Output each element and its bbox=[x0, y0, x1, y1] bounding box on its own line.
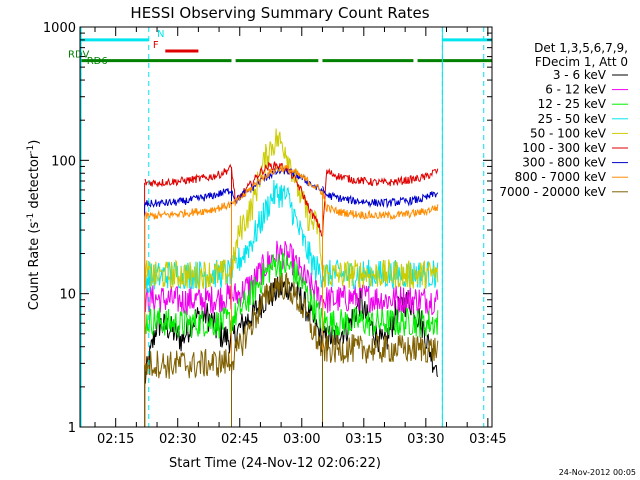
legend-label: 100 - 300 keV bbox=[522, 141, 606, 155]
series-line bbox=[144, 348, 232, 379]
x-tick-label: 03:00 bbox=[283, 432, 320, 447]
x-tick-label: 02:30 bbox=[159, 432, 196, 447]
series-line bbox=[231, 276, 323, 353]
y-tick-label: 10 bbox=[59, 288, 76, 303]
y-axis-label-exp2: -1 bbox=[26, 145, 36, 154]
series-line bbox=[231, 252, 323, 331]
series-line bbox=[231, 161, 323, 237]
x-tick-label: 03:15 bbox=[345, 432, 382, 447]
legend-label: 6 - 12 keV bbox=[545, 83, 607, 97]
series-line bbox=[231, 164, 323, 207]
chart-title: HESSI Observing Summary Count Rates bbox=[130, 4, 429, 22]
legend-header-decimation: FDecim 1, Att 0 bbox=[535, 55, 628, 69]
y-axis-label-main: Count Rate (s bbox=[27, 222, 42, 311]
x-tick-label: 03:45 bbox=[469, 432, 506, 447]
series-line bbox=[322, 306, 439, 338]
series-group bbox=[144, 271, 439, 427]
flag-label: RD6 bbox=[87, 56, 108, 67]
legend-label: 800 - 7000 keV bbox=[515, 170, 607, 184]
series-line bbox=[322, 334, 439, 364]
series-line bbox=[322, 186, 439, 209]
y-axis-label-mid: detector bbox=[27, 153, 42, 213]
series-line bbox=[144, 283, 232, 316]
x-tick-label: 03:30 bbox=[407, 432, 444, 447]
y-tick-label: 1000 bbox=[43, 21, 76, 36]
series-line bbox=[231, 271, 323, 375]
series-line bbox=[144, 163, 232, 188]
legend-label: 7000 - 20000 keV bbox=[499, 185, 606, 199]
flag-label: F bbox=[153, 40, 159, 51]
legend-label: 25 - 50 keV bbox=[538, 112, 607, 126]
y-tick-label: 1 bbox=[68, 421, 76, 436]
series-line bbox=[322, 259, 439, 289]
flag-label: RDV bbox=[68, 50, 89, 61]
x-tick-label: 02:45 bbox=[221, 432, 258, 447]
series-line bbox=[322, 167, 439, 239]
x-tick-label: 02:15 bbox=[97, 432, 134, 447]
y-axis-label: Count Rate (s-1 detector-1) bbox=[26, 140, 42, 311]
series-line bbox=[231, 179, 323, 288]
legend-header-detectors: Det 1,3,5,6,7,9, bbox=[534, 41, 628, 55]
footer-timestamp: 24-Nov-2012 00:05 bbox=[559, 468, 636, 477]
legend-label: 12 - 25 keV bbox=[538, 97, 607, 111]
series-line bbox=[322, 191, 439, 221]
series-line bbox=[231, 240, 323, 310]
y-axis-label-exp1: -1 bbox=[26, 213, 36, 222]
legend-label: 3 - 6 keV bbox=[553, 68, 607, 82]
plot-frame bbox=[79, 26, 493, 428]
series-line bbox=[144, 188, 232, 209]
series-line bbox=[144, 259, 232, 290]
series-line bbox=[322, 282, 439, 316]
legend-label: 300 - 800 keV bbox=[522, 156, 606, 170]
x-axis-label: Start Time (24-Nov-12 02:06:22) bbox=[169, 456, 381, 471]
series-line bbox=[144, 307, 232, 340]
y-axis-label-end: ) bbox=[27, 140, 42, 145]
series-line bbox=[144, 200, 232, 220]
legend-label: 50 - 100 keV bbox=[530, 126, 607, 140]
y-tick-label: 100 bbox=[51, 154, 76, 169]
flag-label: N bbox=[157, 29, 164, 40]
